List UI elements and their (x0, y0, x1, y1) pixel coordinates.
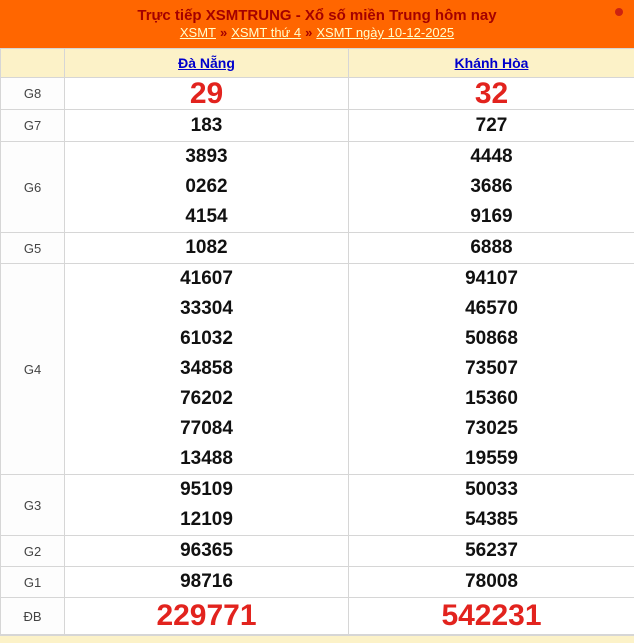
column-link-khanh-hoa[interactable]: Khánh Hòa (455, 55, 529, 71)
prize-label-db: ĐB (1, 598, 65, 635)
result-number: 6888 (349, 233, 634, 263)
result-number: 76202 (65, 384, 348, 414)
result-number: 61032 (65, 324, 348, 354)
result-number: 77084 (65, 414, 348, 444)
result-number: 3686 (349, 172, 634, 202)
footer-strip (0, 635, 634, 643)
result-number: 50868 (349, 324, 634, 354)
table-row-g7: G7 183 727 (1, 110, 634, 142)
live-dot-icon (615, 8, 623, 16)
prize-label-g6: G6 (1, 142, 65, 233)
table-row-db: ĐB 229771 542231 (1, 598, 634, 635)
result-number: 50033 (349, 475, 634, 505)
result-number: 46570 (349, 294, 634, 324)
page-title: Trực tiếp XSMTRUNG - Xổ số miền Trung hô… (137, 7, 496, 25)
prize-label-g8: G8 (1, 78, 65, 110)
result-number: 56237 (349, 536, 634, 566)
result-number: 19559 (349, 444, 634, 474)
result-number: 54385 (349, 505, 634, 535)
result-number: 95109 (65, 475, 348, 505)
table-row-g3: G3 95109 12109 50033 54385 (1, 475, 634, 536)
result-number: 78008 (349, 567, 634, 597)
result-number: 73025 (349, 414, 634, 444)
result-number: 13488 (65, 444, 348, 474)
breadcrumb-separator: » (220, 25, 227, 40)
result-number: 0262 (65, 172, 348, 202)
table-header-row: Đà Nẵng Khánh Hòa (1, 49, 634, 78)
result-number: 1082 (65, 233, 348, 263)
result-number: 229771 (65, 598, 348, 634)
result-number: 94107 (349, 264, 634, 294)
result-number: 4448 (349, 142, 634, 172)
results-table: Đà Nẵng Khánh Hòa G8 29 32 G7 183 727 G6… (0, 48, 634, 635)
result-number: 3893 (65, 142, 348, 172)
breadcrumb-link-xsmt-thu-4[interactable]: XSMT thứ 4 (231, 25, 301, 40)
result-number: 34858 (65, 354, 348, 384)
result-number: 41607 (65, 264, 348, 294)
breadcrumb-link-xsmt-ngay[interactable]: XSMT ngày 10-12-2025 (316, 25, 454, 40)
prize-column-header (1, 49, 65, 78)
prize-label-g2: G2 (1, 536, 65, 567)
column-header-khanh-hoa: Khánh Hòa (349, 49, 634, 78)
result-number: 29 (65, 78, 348, 109)
table-row-g5: G5 1082 6888 (1, 233, 634, 264)
result-number: 33304 (65, 294, 348, 324)
result-number: 32 (349, 78, 634, 109)
prize-label-g3: G3 (1, 475, 65, 536)
breadcrumb-link-xsmt[interactable]: XSMT (180, 25, 216, 40)
result-number: 4154 (65, 202, 348, 232)
table-row-g8: G8 29 32 (1, 78, 634, 110)
table-row-g1: G1 98716 78008 (1, 567, 634, 598)
result-number: 9169 (349, 202, 634, 232)
prize-label-g5: G5 (1, 233, 65, 264)
column-header-da-nang: Đà Nẵng (65, 49, 349, 78)
result-number: 73507 (349, 354, 634, 384)
table-row-g6: G6 3893 0262 4154 4448 3686 9169 (1, 142, 634, 233)
result-number: 15360 (349, 384, 634, 414)
page-header: Trực tiếp XSMTRUNG - Xổ số miền Trung hô… (0, 0, 634, 48)
result-number: 96365 (65, 536, 348, 566)
result-number: 542231 (349, 598, 634, 634)
result-number: 12109 (65, 505, 348, 535)
result-number: 183 (65, 110, 348, 141)
breadcrumb-separator: » (305, 25, 312, 40)
result-number: 727 (349, 110, 634, 141)
result-number: 98716 (65, 567, 348, 597)
breadcrumb: XSMT » XSMT thứ 4 » XSMT ngày 10-12-2025 (180, 25, 454, 41)
table-row-g2: G2 96365 56237 (1, 536, 634, 567)
prize-label-g1: G1 (1, 567, 65, 598)
prize-label-g4: G4 (1, 264, 65, 475)
prize-label-g7: G7 (1, 110, 65, 142)
column-link-da-nang[interactable]: Đà Nẵng (178, 55, 235, 71)
table-row-g4: G4 41607 33304 61032 34858 76202 77084 1… (1, 264, 634, 475)
